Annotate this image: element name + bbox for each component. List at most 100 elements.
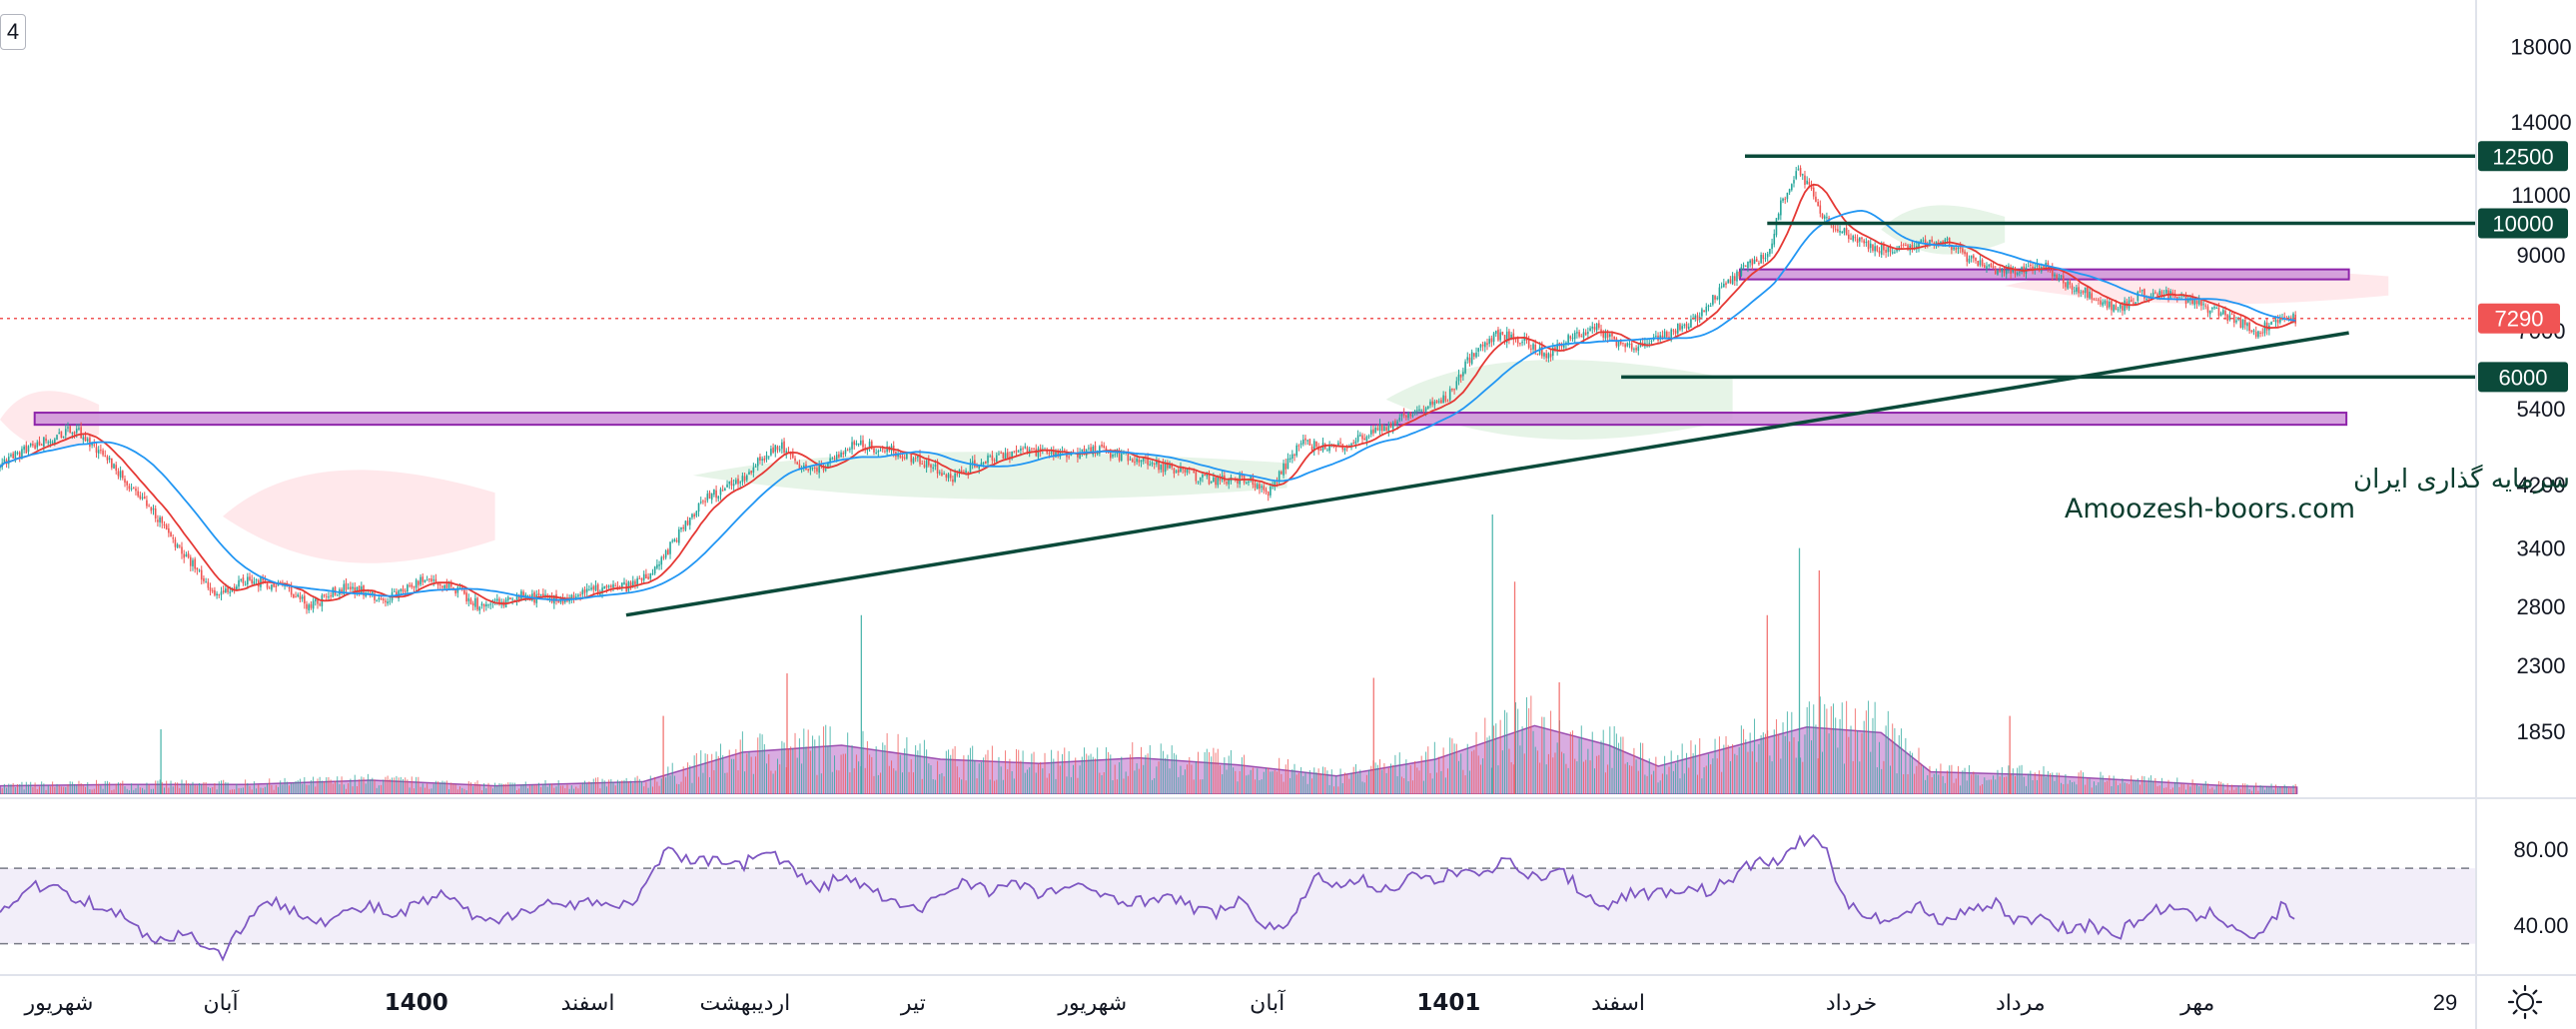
candle-body xyxy=(1990,263,1993,268)
candle-body xyxy=(522,591,524,598)
candle-body xyxy=(1834,229,1837,231)
rsi-axis[interactable]: 40.00 80.00 xyxy=(2513,837,2568,938)
candle-body xyxy=(980,463,983,466)
ascending-trendline[interactable] xyxy=(625,331,2349,617)
candle-body xyxy=(2279,318,2281,323)
candle-body xyxy=(312,600,315,609)
indicator-count-tag[interactable]: 4 xyxy=(0,14,26,50)
candle-body xyxy=(447,582,450,588)
candle-body xyxy=(1173,468,1176,475)
candle-body xyxy=(607,585,610,587)
candle-body xyxy=(1966,253,1969,262)
candle-body xyxy=(1120,453,1123,462)
candle-body xyxy=(1896,249,1898,252)
candle-body xyxy=(1626,343,1629,347)
candle-body xyxy=(849,449,851,451)
candle-body xyxy=(1026,447,1029,453)
candle-body xyxy=(2217,308,2220,317)
candle-body xyxy=(1287,458,1289,470)
candle-body xyxy=(886,446,888,453)
candle-body xyxy=(1288,458,1291,461)
candle-body xyxy=(585,588,588,592)
candle-body xyxy=(2087,287,2089,298)
candle-body xyxy=(2270,321,2272,326)
candle-body xyxy=(667,549,669,555)
candle-body xyxy=(1534,344,1537,354)
candle-body xyxy=(1308,439,1311,446)
candle-body xyxy=(978,465,981,470)
candle-body xyxy=(2023,266,2026,273)
candle-body xyxy=(932,467,934,470)
candle-body xyxy=(40,444,43,446)
candle-body xyxy=(873,448,875,453)
candle-body xyxy=(2135,302,2137,305)
candle-body xyxy=(1497,329,1499,341)
candle-body xyxy=(1000,453,1002,455)
candle-body xyxy=(1339,442,1341,444)
candle-body xyxy=(1955,248,1958,251)
candle-body xyxy=(1951,245,1953,251)
candle-body xyxy=(2093,298,2096,301)
candle-body xyxy=(1422,410,1425,412)
candle-body xyxy=(1477,348,1480,352)
candle-body xyxy=(29,443,32,447)
candle-body xyxy=(879,450,882,452)
candle-body xyxy=(1006,452,1009,459)
rsi-pane[interactable] xyxy=(0,833,2475,962)
candle-body xyxy=(1301,439,1304,445)
candle-body xyxy=(1508,331,1510,341)
candle-body xyxy=(2113,304,2115,312)
candle-body xyxy=(150,507,153,512)
candle-body xyxy=(485,603,487,606)
candle-body xyxy=(400,588,403,591)
candle-body xyxy=(304,595,306,604)
candle-body xyxy=(936,464,939,475)
candle-body xyxy=(460,586,463,589)
candle-body xyxy=(1169,465,1171,469)
candle-body xyxy=(350,586,352,589)
candle-body xyxy=(1037,448,1040,458)
candle-body xyxy=(1841,231,1844,233)
candle-body xyxy=(985,461,987,465)
candle-body xyxy=(1171,464,1174,468)
candle-body xyxy=(1453,389,1455,391)
candle-body xyxy=(498,598,500,605)
candle-body xyxy=(1861,237,1863,240)
sun-gear-icon[interactable] xyxy=(2507,984,2543,1020)
trendline-group[interactable] xyxy=(625,331,2349,617)
candle-body xyxy=(2069,281,2072,285)
price-pane[interactable] xyxy=(0,154,2475,794)
candle-body xyxy=(124,479,126,484)
candle-body xyxy=(993,460,996,462)
candle-body xyxy=(853,441,856,446)
candle-body xyxy=(214,589,216,595)
horizontal-levels[interactable] xyxy=(1621,154,2475,380)
candle-body xyxy=(1304,438,1306,441)
candle-body xyxy=(1911,244,1914,250)
candle-body xyxy=(27,446,30,453)
candle-body xyxy=(1241,474,1244,477)
candle-body xyxy=(1637,346,1640,351)
candle-body xyxy=(2047,262,2050,268)
candle-body xyxy=(914,458,917,460)
candle-body xyxy=(1556,344,1558,352)
time-axis[interactable]: شهریور آبان 1400 اسفند اردیبهشت تیر شهریور آبان… xyxy=(24,989,2458,1016)
price-axis[interactable]: 1850230028003400420054007000900011000140… xyxy=(2510,34,2571,743)
candle-body xyxy=(730,480,733,487)
candle-body xyxy=(1999,269,2001,272)
time-month-label: اسفند xyxy=(1591,991,1645,1016)
candle-body xyxy=(1267,492,1270,497)
candle-body xyxy=(1780,200,1782,216)
candle-body xyxy=(1024,446,1027,449)
candle-body xyxy=(691,514,693,518)
candle-body xyxy=(1429,402,1431,406)
candle-body xyxy=(2141,290,2144,292)
candle-body xyxy=(728,481,731,485)
candle-body xyxy=(1648,343,1651,345)
candle-body xyxy=(424,579,427,582)
candle-body xyxy=(831,458,834,460)
cloud-segment xyxy=(692,452,1288,500)
candle-body xyxy=(1510,334,1512,340)
